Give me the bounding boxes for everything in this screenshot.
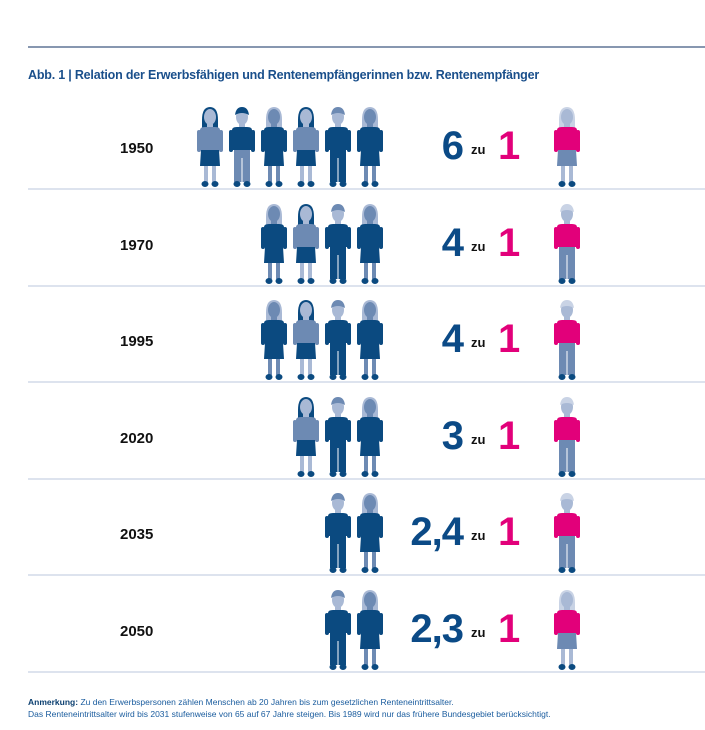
worker-figure: [293, 396, 319, 483]
worker-figure: [261, 299, 287, 386]
retiree-ratio: 1: [498, 124, 521, 168]
worker-figure: [261, 106, 287, 193]
row-2050: 2050 2,3 zu 1: [28, 575, 705, 673]
worker-figures: [325, 492, 383, 579]
worker-figure: [261, 203, 287, 290]
worker-figure: [293, 299, 319, 386]
worker-figure: [325, 589, 351, 676]
worker-figure: [357, 589, 383, 676]
worker-figure: [357, 299, 383, 386]
row-2035: 2035 2,4 zu 1: [28, 478, 705, 576]
retiree-ratio: 1: [498, 413, 521, 458]
worker-figures: [197, 106, 383, 193]
footnote-line1: Zu den Erwerbspersonen zählen Menschen a…: [80, 697, 454, 707]
row-1950: 1950 6 zu 1: [28, 92, 705, 190]
worker-figure: [197, 106, 223, 193]
worker-figure: [325, 106, 351, 193]
retiree-ratio: 1: [498, 510, 521, 554]
workers-ratio: 2,4: [410, 510, 464, 554]
row-1995: 1995 4 zu 1: [28, 285, 705, 383]
retiree-figure: [554, 492, 580, 579]
year-label: 1995: [120, 333, 154, 350]
footnote-label: Anmerkung:: [28, 697, 79, 707]
worker-figures: [325, 589, 383, 676]
worker-figure: [229, 106, 255, 193]
ratio-word: zu: [471, 528, 486, 543]
year-label: 1950: [120, 140, 154, 157]
year-label: 2035: [120, 526, 154, 543]
footnote-line2: Das Renteneintrittsalter wird bis 2031 s…: [28, 709, 551, 719]
workers-ratio: 4: [441, 317, 464, 361]
row-2020: 2020 3 zu 1: [28, 382, 705, 480]
workers-ratio: 3: [441, 413, 464, 458]
top-rule: [28, 46, 705, 48]
worker-figures: [261, 203, 383, 290]
workers-ratio: 2,3: [410, 606, 464, 651]
worker-figures: [293, 396, 383, 483]
figure-title: Abb. 1 | Relation der Erwerbsfähigen und…: [28, 68, 540, 82]
ratio-word: zu: [471, 624, 486, 640]
footnote: Anmerkung: Zu den Erwerbspersonen zählen…: [28, 696, 551, 720]
retiree-figure: [554, 299, 580, 386]
retiree-figure: [554, 396, 580, 483]
retiree-ratio: 1: [498, 220, 521, 265]
retiree-figure: [554, 203, 580, 290]
retiree-figure: [554, 589, 580, 676]
year-label: 2020: [120, 429, 154, 447]
year-label: 2050: [120, 622, 154, 640]
ratio-word: zu: [471, 335, 486, 350]
worker-figure: [357, 492, 383, 579]
worker-figure: [325, 299, 351, 386]
worker-figure: [325, 396, 351, 483]
retiree-ratio: 1: [498, 317, 521, 361]
ratio-word: zu: [471, 238, 486, 254]
retiree-figure: [554, 106, 580, 193]
worker-figure: [293, 203, 319, 290]
worker-figure: [293, 106, 319, 193]
row-1970: 1970 4 zu 1: [28, 189, 705, 287]
worker-figure: [325, 492, 351, 579]
worker-figures: [261, 299, 383, 386]
worker-figure: [357, 396, 383, 483]
ratio-word: zu: [471, 142, 486, 157]
worker-figure: [357, 106, 383, 193]
ratio-word: zu: [471, 431, 486, 447]
worker-figure: [357, 203, 383, 290]
worker-figure: [325, 203, 351, 290]
year-label: 1970: [120, 236, 154, 254]
workers-ratio: 4: [441, 220, 464, 265]
workers-ratio: 6: [441, 124, 464, 168]
retiree-ratio: 1: [498, 606, 521, 651]
